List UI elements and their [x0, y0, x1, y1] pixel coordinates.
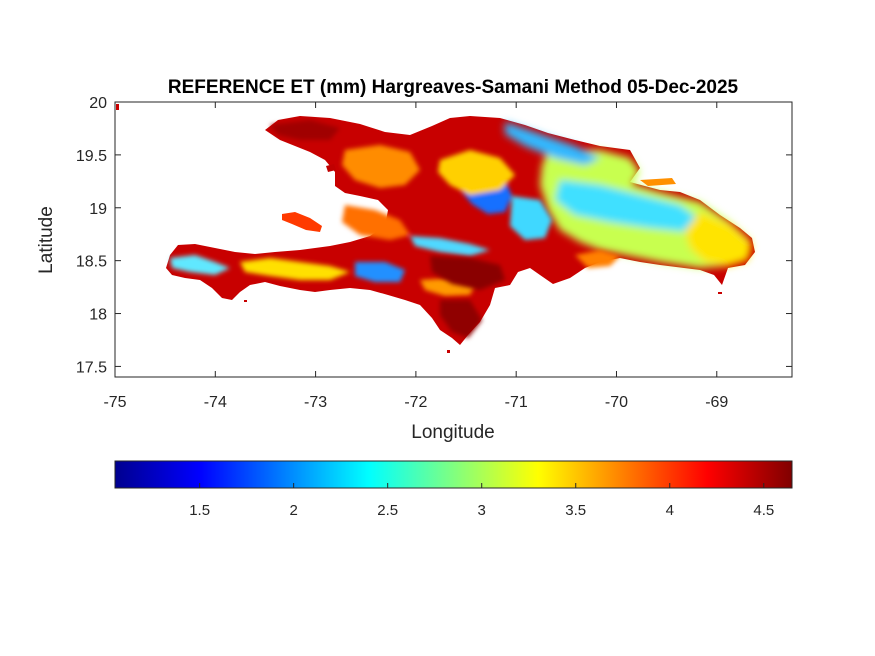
- south-range-cyan: [410, 236, 490, 256]
- cordillera-cyan-area: [510, 196, 552, 240]
- y-tick-label: 19.5: [76, 148, 107, 165]
- barahona-hot: [440, 300, 482, 338]
- x-tick-label: -73: [304, 394, 327, 411]
- dr-south-orange: [575, 250, 620, 268]
- x-axis-ticks: -75 -74 -73 -72 -71 -70 -69: [103, 102, 728, 411]
- colorbar-tick-label: 2.5: [377, 502, 398, 519]
- y-tick-label: 20: [89, 95, 107, 112]
- x-tick-label: -69: [705, 394, 728, 411]
- x-tick-label: -74: [204, 394, 227, 411]
- x-tick-label: -75: [103, 394, 126, 411]
- x-axis-label: Longitude: [411, 422, 494, 443]
- map-axes-frame: [114, 101, 793, 378]
- y-tick-label: 19: [89, 201, 107, 218]
- central-yellow-ridge: [438, 150, 515, 195]
- east-north-coast-cyan: [505, 122, 600, 165]
- navassa-speck: [244, 300, 247, 302]
- east-cyan-band: [555, 180, 700, 232]
- y-axis-label: Latitude: [36, 206, 57, 274]
- saona-speck: [640, 178, 676, 186]
- y-tick-label: 18.5: [76, 254, 107, 271]
- colorbar-tick-label: 4: [666, 502, 674, 519]
- south-peninsula-yellow: [240, 258, 350, 280]
- haiti-central-orange: [342, 205, 410, 240]
- y-tick-label: 17.5: [76, 359, 107, 376]
- y-tick-label: 18: [89, 307, 107, 324]
- x-tick-label: -70: [605, 394, 628, 411]
- beata-speck: [447, 350, 450, 353]
- colorbar-tick-label: 3.5: [565, 502, 586, 519]
- colorbar-tick-label: 1.5: [189, 502, 210, 519]
- x-tick-label: -71: [505, 394, 528, 411]
- south-peninsula-blue: [355, 262, 405, 282]
- tortuga-speck: [326, 164, 336, 172]
- colorbar-tick-label: 3: [478, 502, 486, 519]
- colorbar-tick-label: 2: [289, 502, 297, 519]
- y-axis-ticks: 17.5 18 18.5 19 19.5 20: [76, 95, 792, 376]
- haiti-north-orange: [342, 145, 420, 188]
- enriquillo-hot: [430, 256, 505, 290]
- nw-corner-speck: [116, 104, 119, 110]
- chart-title: REFERENCE ET (mm) Hargreaves-Samani Meth…: [168, 77, 739, 98]
- colorbar-tick-label: 4.5: [753, 502, 774, 519]
- haiti-nw-hot: [270, 120, 340, 140]
- east-yellow-tip: [685, 212, 752, 266]
- hispaniola-map: [116, 104, 755, 353]
- colorbar: [114, 460, 793, 489]
- gonave-island: [282, 212, 322, 232]
- south-peninsula-cyan-west: [170, 255, 230, 275]
- east-speck: [718, 292, 722, 294]
- colorbar-ticks: 1.5 2 2.5 3 3.5 4 4.5: [189, 483, 774, 519]
- x-tick-label: -72: [404, 394, 427, 411]
